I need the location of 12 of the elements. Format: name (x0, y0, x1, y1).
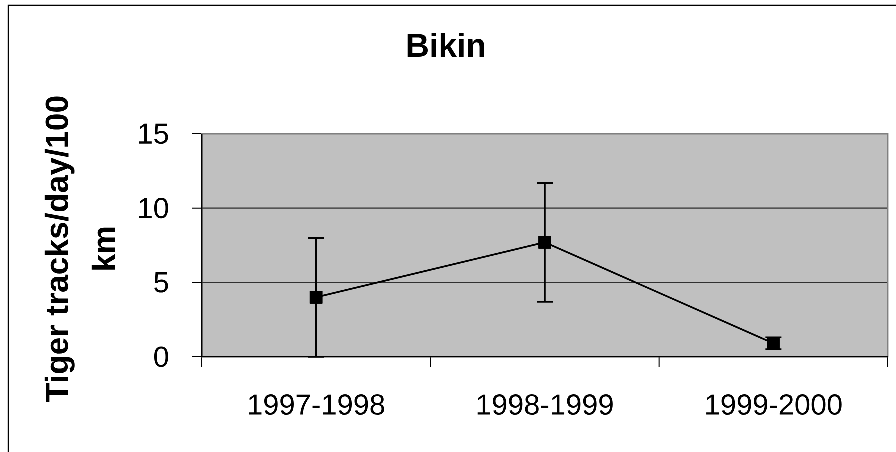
y-tick-label: 15 (139, 124, 168, 144)
y-tick-label: 5 (154, 272, 168, 293)
point (538, 236, 552, 249)
x-tick-label: 1999-2000 (706, 394, 842, 416)
x-tick-label: 1997-1998 (249, 394, 384, 416)
y-tick-label: 0 (154, 346, 168, 368)
point (767, 337, 780, 350)
y-axis-title: Tiger tracks/day/100 km (44, 96, 116, 402)
point (310, 291, 323, 304)
x-tick-label: 1998-1999 (478, 394, 613, 416)
y-tick-label: 10 (139, 198, 168, 219)
chart-title: Bikin (408, 33, 484, 57)
